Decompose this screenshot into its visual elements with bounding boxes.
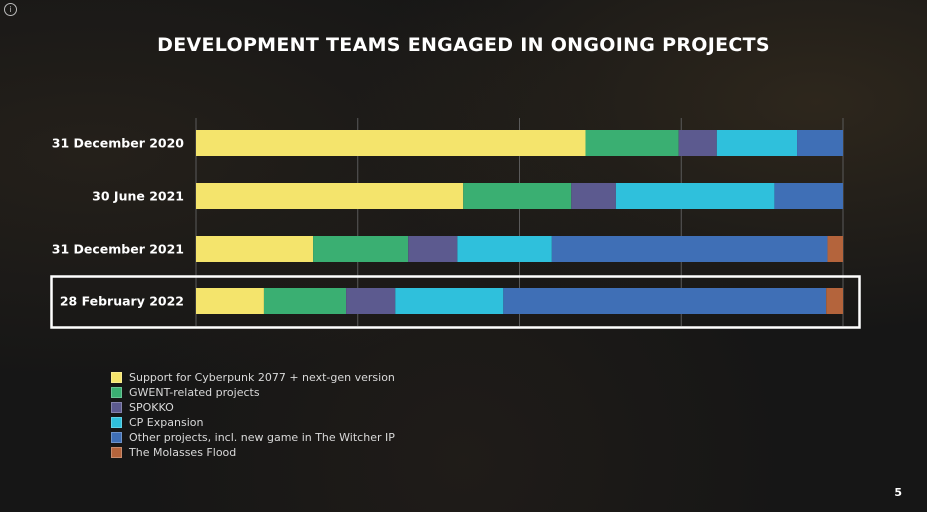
bar-segment-3-5 — [826, 288, 843, 314]
bar-segment-1-2 — [571, 183, 616, 209]
legend-label-4: Other projects, incl. new game in The Wi… — [129, 431, 395, 444]
legend-swatch-0 — [111, 372, 122, 383]
legend-item-5: The Molasses Flood — [111, 445, 395, 460]
bar-segment-3-2 — [346, 288, 395, 314]
bar-segment-2-5 — [827, 236, 843, 262]
chart-legend: Support for Cyberpunk 2077 + next-gen ve… — [111, 370, 395, 460]
legend-swatch-2 — [111, 402, 122, 413]
bar-segment-2-2 — [408, 236, 457, 262]
bar-segment-0-4 — [797, 130, 843, 156]
legend-item-3: CP Expansion — [111, 415, 395, 430]
chart-row-labels: 31 December 2020 30 June 2021 31 December … — [52, 136, 185, 309]
bar-segment-3-4 — [503, 288, 826, 314]
bar-segment-2-1 — [313, 236, 408, 262]
legend-label-1: GWENT-related projects — [129, 386, 260, 399]
bar-segment-1-0 — [196, 183, 463, 209]
bar-segment-2-0 — [196, 236, 313, 262]
legend-item-2: SPOKKO — [111, 400, 395, 415]
legend-swatch-1 — [111, 387, 122, 398]
bar-segment-3-1 — [264, 288, 346, 314]
legend-label-3: CP Expansion — [129, 416, 203, 429]
bar-segment-0-1 — [585, 130, 678, 156]
page-number: 5 — [894, 486, 902, 499]
row-label-2: 31 December 2021 — [52, 242, 184, 257]
bar-segment-1-1 — [463, 183, 571, 209]
legend-item-4: Other projects, incl. new game in The Wi… — [111, 430, 395, 445]
legend-item-0: Support for Cyberpunk 2077 + next-gen ve… — [111, 370, 395, 385]
bar-segment-1-3 — [616, 183, 775, 209]
bar-segment-0-2 — [679, 130, 717, 156]
bar-segment-2-3 — [457, 236, 551, 262]
bar-segment-0-0 — [196, 130, 585, 156]
bar-segment-2-4 — [552, 236, 828, 262]
row-label-3: 28 February 2022 — [60, 294, 184, 309]
legend-swatch-5 — [111, 447, 122, 458]
row-label-1: 30 June 2021 — [92, 189, 184, 204]
legend-label-2: SPOKKO — [129, 401, 174, 414]
row-label-0: 31 December 2020 — [52, 136, 185, 151]
bar-segment-1-4 — [774, 183, 843, 209]
legend-swatch-4 — [111, 432, 122, 443]
bar-segment-3-3 — [395, 288, 503, 314]
bar-segment-3-0 — [196, 288, 264, 314]
legend-item-1: GWENT-related projects — [111, 385, 395, 400]
legend-label-0: Support for Cyberpunk 2077 + next-gen ve… — [129, 371, 395, 384]
legend-swatch-3 — [111, 417, 122, 428]
bar-segment-0-3 — [717, 130, 797, 156]
legend-label-5: The Molasses Flood — [129, 446, 236, 459]
